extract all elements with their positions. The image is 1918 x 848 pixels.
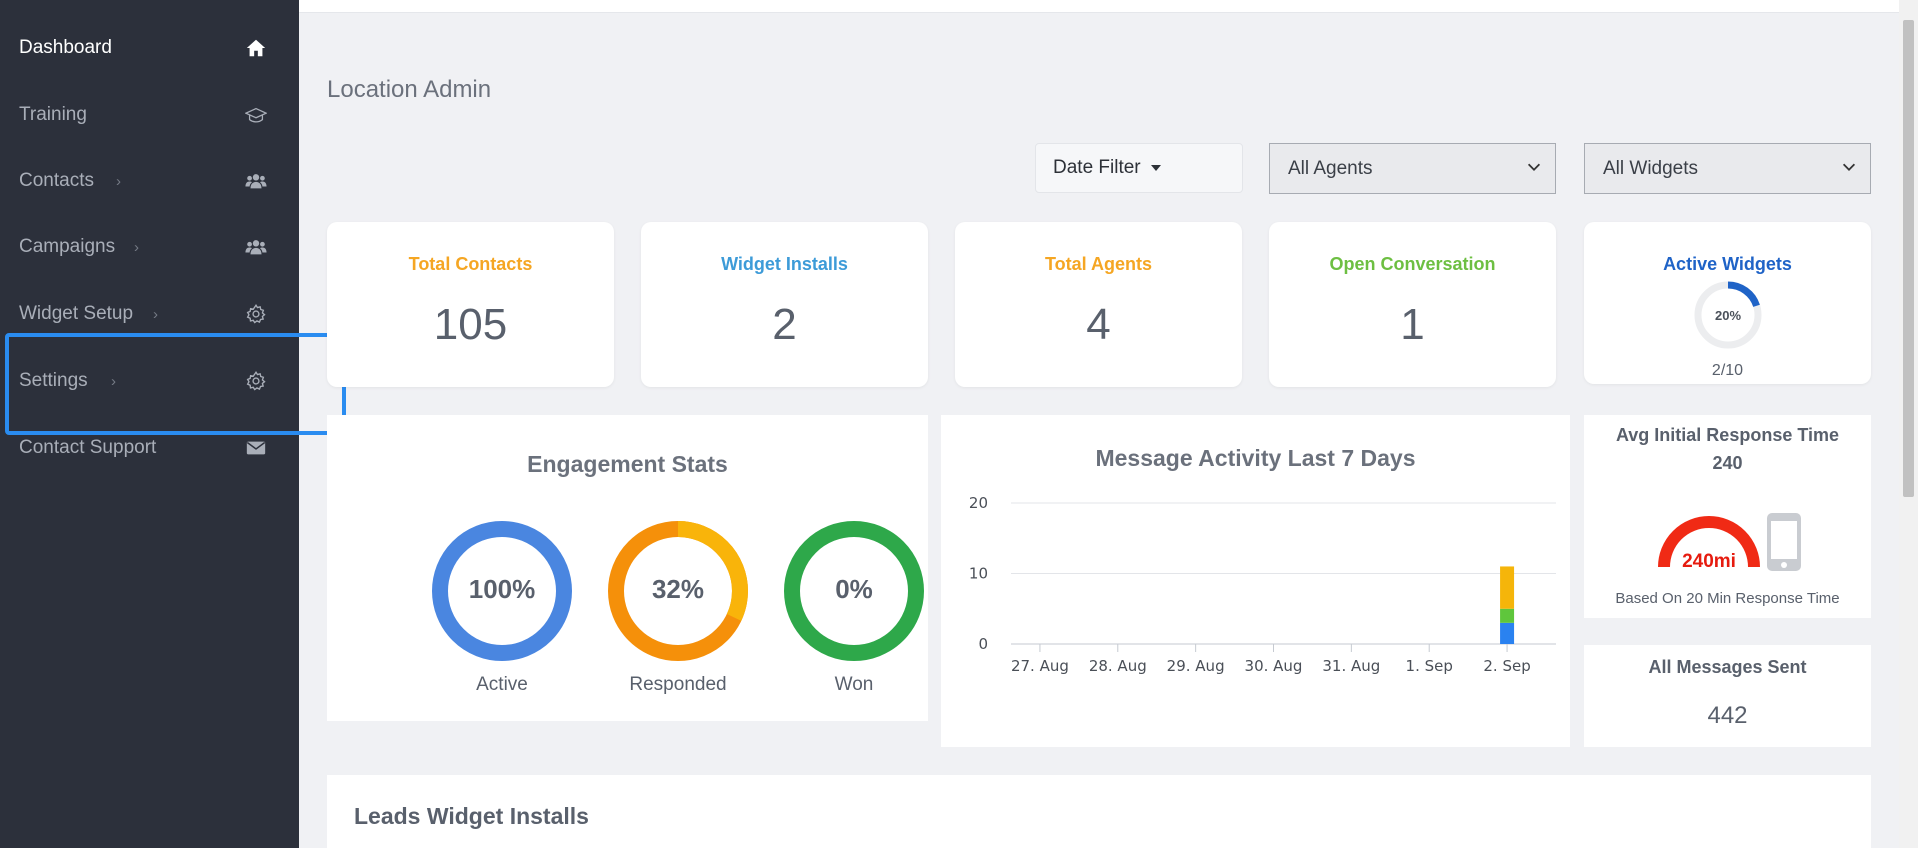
y-tick-label: 20 bbox=[969, 494, 988, 512]
caret-down-icon bbox=[1150, 165, 1161, 171]
ring-percent: 32% bbox=[651, 574, 705, 604]
total-contacts-card: Total Contacts 105 bbox=[327, 222, 614, 387]
top-bar bbox=[299, 0, 1899, 13]
engagement-stats-panel: Engagement Stats 100% 32% 0% Active Resp… bbox=[327, 415, 928, 721]
sidebar-item-label: Widget Setup bbox=[19, 303, 134, 324]
sidebar-item-training[interactable]: Training bbox=[0, 85, 299, 145]
ring-percent: 100% bbox=[468, 574, 536, 604]
stat-title: Active Widgets bbox=[1663, 254, 1792, 274]
active-widgets-card: Active Widgets 20% 2/10 bbox=[1584, 222, 1871, 384]
ring-percent: 0% bbox=[835, 574, 873, 604]
stat-value: 1 bbox=[1400, 300, 1425, 349]
chevron-down-icon bbox=[1842, 163, 1856, 171]
stat-title: Widget Installs bbox=[721, 254, 848, 274]
agents-select[interactable]: All Agents bbox=[1269, 143, 1556, 194]
page-title: Location Admin bbox=[327, 76, 492, 103]
sidebar-item-contact-support[interactable]: Contact Support bbox=[0, 418, 299, 478]
scrollbar[interactable] bbox=[1899, 0, 1918, 848]
widget-installs-card: Widget Installs 2 bbox=[641, 222, 928, 387]
x-tick-label: 28. Aug bbox=[1089, 657, 1147, 675]
sidebar-item-label: Training bbox=[19, 104, 87, 125]
chart-bar-segment[interactable] bbox=[1500, 622, 1515, 644]
users-icon bbox=[244, 235, 268, 259]
leads-widget-installs-panel: Leads Widget Installs bbox=[327, 775, 1871, 848]
y-tick-label: 10 bbox=[969, 565, 988, 583]
active-widgets-percent: 20% bbox=[1715, 308, 1741, 323]
messages-sent-value: 442 bbox=[1707, 702, 1748, 729]
x-tick-label: 2. Sep bbox=[1483, 657, 1530, 675]
open-conversation-card: Open Conversation 1 bbox=[1269, 222, 1556, 387]
chevron-right-icon: › bbox=[153, 305, 158, 323]
avg-response-value: 240 bbox=[1712, 453, 1743, 473]
active-widgets-arc bbox=[1694, 281, 1762, 349]
avg-response-title: Avg Initial Response Time bbox=[1615, 425, 1840, 445]
ring-caption: Won bbox=[834, 674, 874, 695]
gauge-label: 240mi bbox=[1682, 551, 1736, 572]
chevron-down-icon bbox=[1527, 163, 1541, 171]
ring-track bbox=[784, 521, 924, 661]
sidebar-item-label: Dashboard bbox=[19, 37, 112, 58]
gear-icon bbox=[244, 302, 268, 326]
message-activity-chart: 0 10 20 27. Aug 28. Aug 29. Aug 30. Aug 31. Aug… bbox=[969, 494, 1556, 675]
home-icon bbox=[244, 36, 268, 60]
users-icon bbox=[244, 169, 268, 193]
total-agents-card: Total Agents 4 bbox=[955, 222, 1242, 387]
chevron-right-icon: › bbox=[134, 238, 139, 256]
ring-caption: Active bbox=[476, 674, 528, 695]
ring-track bbox=[432, 521, 572, 661]
active-widgets-donut: 20% bbox=[1694, 281, 1762, 349]
chart-bar-segment[interactable] bbox=[1500, 566, 1515, 609]
stat-title: Open Conversation bbox=[1329, 254, 1496, 274]
mobile-phone-icon bbox=[1767, 513, 1801, 571]
x-tick-label: 30. Aug bbox=[1245, 657, 1303, 675]
envelope-icon bbox=[244, 436, 268, 460]
scrollbar-thumb[interactable] bbox=[1903, 20, 1914, 497]
sidebar-item-label: Contact Support bbox=[19, 437, 157, 458]
sidebar-item-settings[interactable]: Settings › bbox=[0, 351, 299, 411]
chevron-right-icon: › bbox=[116, 172, 121, 190]
response-gauge bbox=[1658, 516, 1760, 568]
sidebar-item-label: Campaigns bbox=[19, 236, 116, 257]
x-tick-label: 29. Aug bbox=[1167, 657, 1225, 675]
sidebar-item-label: Contacts bbox=[19, 170, 94, 191]
x-tick-label: 27. Aug bbox=[1011, 657, 1069, 675]
panel-title: Leads Widget Installs bbox=[354, 803, 589, 829]
ring-caption: Responded bbox=[629, 674, 727, 695]
message-activity-panel: Message Activity Last 7 Days 0 10 20 27. Au… bbox=[941, 415, 1570, 747]
x-tick-label: 1. Sep bbox=[1406, 657, 1453, 675]
date-filter-label: Date Filter bbox=[1053, 157, 1141, 178]
sidebar-item-campaigns[interactable]: Campaigns › bbox=[0, 217, 299, 277]
widgets-select[interactable]: All Widgets bbox=[1584, 143, 1871, 194]
stat-value: 4 bbox=[1086, 300, 1111, 349]
sidebar-item-contacts[interactable]: Contacts › bbox=[0, 151, 299, 211]
stat-value: 105 bbox=[433, 300, 508, 349]
sidebar-item-dashboard[interactable]: Dashboard bbox=[0, 18, 299, 78]
panel-title: Engagement Stats bbox=[527, 451, 728, 477]
widgets-select-value: All Widgets bbox=[1603, 157, 1699, 179]
date-filter-button[interactable]: Date Filter bbox=[1035, 143, 1243, 193]
graduation-cap-icon bbox=[244, 103, 268, 127]
sidebar-item-widget-setup[interactable]: Widget Setup › bbox=[0, 284, 299, 344]
stat-title: Total Contacts bbox=[408, 254, 533, 274]
avg-response-footnote: Based On 20 Min Response Time bbox=[1615, 590, 1840, 607]
gear-icon bbox=[244, 369, 268, 393]
active-widgets-ratio: 2/10 bbox=[1711, 362, 1744, 379]
chevron-right-icon: › bbox=[111, 372, 116, 390]
sidebar-item-label: Settings bbox=[19, 370, 88, 391]
avg-response-card: Avg Initial Response Time 240 240mi Base… bbox=[1584, 415, 1871, 618]
ring-progress bbox=[608, 521, 748, 661]
sidebar: Dashboard Training Contacts › Campaigns … bbox=[0, 0, 299, 848]
messages-sent-title: All Messages Sent bbox=[1648, 657, 1807, 677]
messages-sent-card: All Messages Sent 442 bbox=[1584, 645, 1871, 747]
chart-bar-segment[interactable] bbox=[1500, 608, 1515, 623]
y-tick-label: 0 bbox=[978, 635, 988, 653]
chart-title: Message Activity Last 7 Days bbox=[1095, 445, 1416, 471]
agents-select-value: All Agents bbox=[1288, 157, 1373, 179]
engagement-rings bbox=[432, 521, 924, 661]
x-tick-label: 31. Aug bbox=[1322, 657, 1380, 675]
stat-title: Total Agents bbox=[1045, 254, 1152, 274]
stat-value: 2 bbox=[772, 300, 797, 349]
